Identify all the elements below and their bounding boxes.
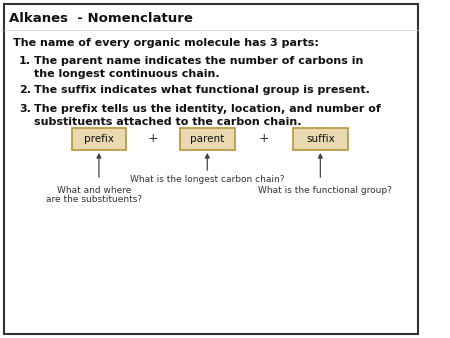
FancyBboxPatch shape [4, 4, 419, 334]
Text: 2.: 2. [19, 85, 31, 95]
FancyBboxPatch shape [293, 128, 348, 150]
Text: 3.: 3. [19, 104, 31, 114]
Text: The suffix indicates what functional group is present.: The suffix indicates what functional gro… [34, 85, 370, 95]
Text: 1.: 1. [19, 56, 31, 66]
Text: parent: parent [190, 134, 225, 144]
Text: are the substituents?: are the substituents? [46, 195, 142, 204]
Text: +: + [147, 132, 158, 145]
Text: The parent name indicates the number of carbons in: The parent name indicates the number of … [34, 56, 363, 66]
Text: +: + [258, 132, 269, 145]
Text: substituents attached to the carbon chain.: substituents attached to the carbon chai… [34, 117, 302, 127]
Text: What is the functional group?: What is the functional group? [258, 186, 392, 195]
Text: The prefix tells us the identity, location, and number of: The prefix tells us the identity, locati… [34, 104, 381, 114]
FancyBboxPatch shape [180, 128, 234, 150]
Text: suffix: suffix [306, 134, 335, 144]
Text: prefix: prefix [84, 134, 114, 144]
Text: The name of every organic molecule has 3 parts:: The name of every organic molecule has 3… [13, 38, 319, 48]
Text: What and where: What and where [57, 186, 131, 195]
Text: Alkanes  - Nomenclature: Alkanes - Nomenclature [9, 12, 193, 25]
Text: the longest continuous chain.: the longest continuous chain. [34, 69, 220, 79]
Text: What is the longest carbon chain?: What is the longest carbon chain? [130, 175, 284, 184]
FancyBboxPatch shape [72, 128, 126, 150]
